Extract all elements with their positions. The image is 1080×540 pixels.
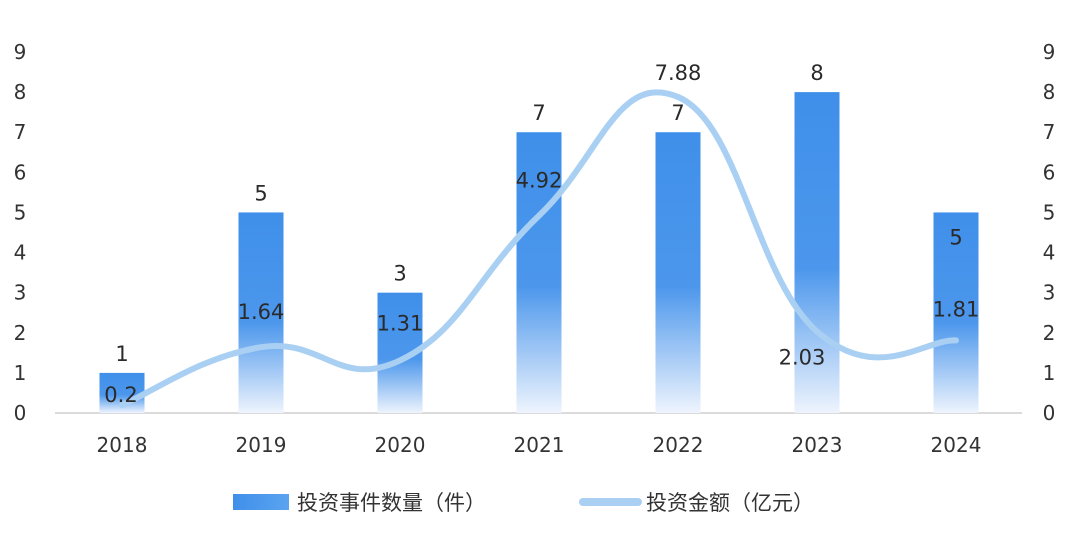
bar-data-label: 8 [810,61,823,85]
bar-data-label: 1 [115,342,128,366]
y-right-tick-label: 0 [1043,401,1056,425]
x-tick-label: 2022 [653,433,704,457]
line-data-label: 1.81 [933,297,980,321]
x-tick-label: 2018 [97,433,148,457]
y-right-tick-label: 3 [1043,281,1056,305]
legend-label-line: 投资金额（亿元） [646,491,814,515]
y-left-tick-label: 4 [14,241,27,265]
bar-data-label: 5 [254,181,267,205]
bar [933,212,979,413]
line-series-path [119,89,959,408]
y-left-tick-label: 9 [14,40,27,64]
y-right-tick-label: 4 [1043,241,1056,265]
bar-data-label: 3 [393,262,406,286]
x-tick-label: 2021 [514,433,565,457]
line-data-label: 0.2 [104,383,137,407]
x-tick-label: 2023 [792,433,843,457]
y-right-tick-label: 2 [1043,321,1056,345]
line-data-label: 1.64 [238,300,285,324]
y-right-tick-label: 8 [1043,80,1056,104]
bar [794,92,840,413]
bar-data-label: 5 [949,225,962,249]
y-right-tick-label: 6 [1043,160,1056,184]
line-data-label: 2.03 [779,346,826,370]
y-right-tick-label: 9 [1043,40,1056,64]
line-data-label: 7.88 [655,61,702,85]
line-data-label: 4.92 [516,169,563,193]
bar-data-label: 7 [532,101,545,125]
y-left-tick-label: 8 [14,80,27,104]
bar-data-label: 7 [671,101,684,125]
y-left-tick-label: 1 [14,361,27,385]
y-left-tick-label: 0 [14,401,27,425]
y-right-tick-label: 1 [1043,361,1056,385]
bar [238,212,284,413]
line-data-label: 1.31 [377,311,424,335]
bar [516,132,562,413]
y-left-tick-label: 2 [14,321,27,345]
y-left-tick-label: 7 [14,120,27,144]
legend-label-bar: 投资事件数量（件） [297,491,486,515]
y-right-tick-label: 7 [1043,120,1056,144]
y-left-tick-label: 5 [14,200,27,224]
legend: 投资事件数量（件） 投资金额（亿元） [233,491,814,515]
x-tick-label: 2020 [375,433,426,457]
x-tick-label: 2024 [931,433,982,457]
y-right-tick-label: 5 [1043,200,1056,224]
y-left-tick-label: 6 [14,160,27,184]
y-left-tick-label: 3 [14,281,27,305]
bar [655,132,701,413]
legend-swatch-bar [233,494,289,510]
x-tick-label: 2019 [236,433,287,457]
